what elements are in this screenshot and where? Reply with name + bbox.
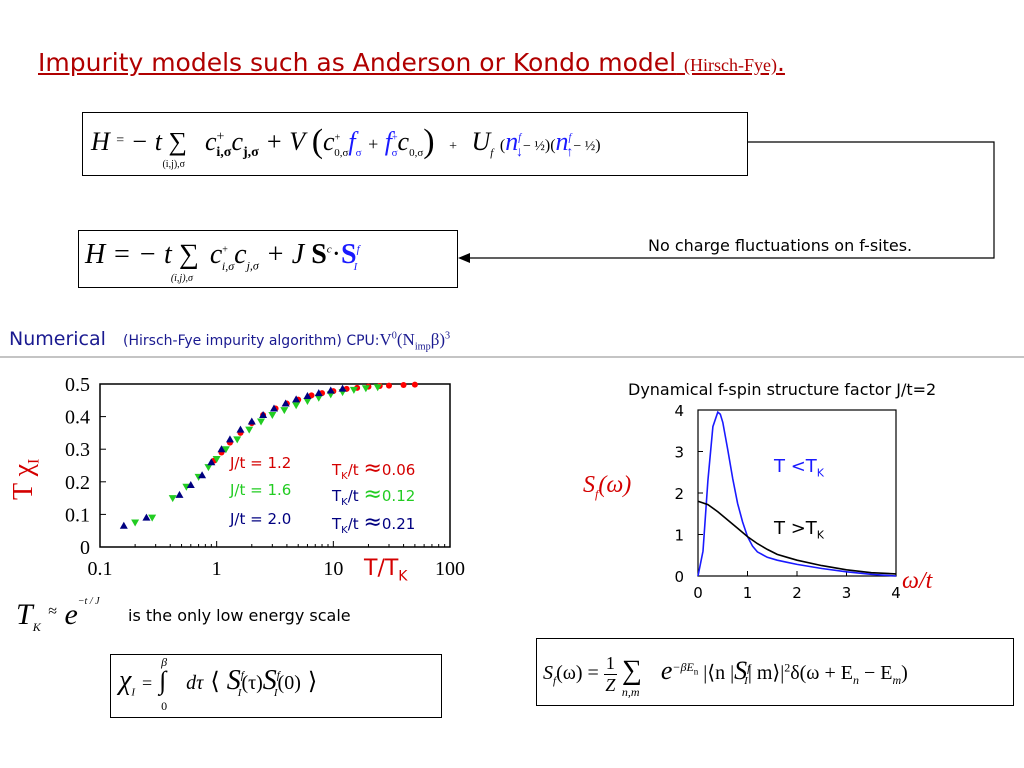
data-point <box>247 417 256 425</box>
cpu-scaling: V0(Nimpβ)3 <box>379 330 451 353</box>
title-small: (Hirsch-Fye) <box>684 55 778 75</box>
data-point <box>349 386 358 394</box>
y-tick-label: 2 <box>674 485 684 503</box>
legend-tk-3: TK/t ≈0.21 <box>332 510 416 536</box>
data-point <box>326 386 335 394</box>
data-point <box>119 521 128 529</box>
y-tick-label: 1 <box>674 527 684 545</box>
anderson-equation-box: H = − t ∑ (i,j),σ c+i,σcj,σ + V (c+0,σfσ… <box>82 112 748 176</box>
data-point <box>292 402 301 410</box>
no-charge-note: No charge fluctuations on f-sites. <box>648 236 913 255</box>
left-chart-xlabel: T/TK <box>364 556 408 585</box>
title-main: Impurity models such as Anderson or Kond… <box>38 48 677 77</box>
data-point <box>314 394 323 402</box>
data-point <box>175 490 184 498</box>
data-point <box>259 410 268 418</box>
legend-tk-2: TK/t ≈0.12 <box>332 482 416 508</box>
right-chart-xlabel: ω/t <box>902 568 933 594</box>
y-tick-label: 0.3 <box>65 439 90 461</box>
y-tick-label: 0.4 <box>65 407 90 429</box>
y-tick-label: 0.5 <box>65 374 90 396</box>
chi-equation-box: χI = β ∫ 0 dτ ⟨ SfI(τ)SfI(0) ⟩ <box>110 654 442 718</box>
series-line <box>697 500 897 575</box>
numerical-line: Numerical (Hirsch-Fye impurity algorithm… <box>9 328 450 352</box>
data-point <box>212 455 221 463</box>
y-tick-label: 0 <box>80 537 90 559</box>
chi-equation: χI = β ∫ 0 dτ ⟨ SfI(τ)SfI(0) ⟩ <box>119 655 318 713</box>
left-chart-frame <box>99 383 451 548</box>
legend-tk-1: TK/t ≈0.06 <box>332 456 416 482</box>
low-energy-note: is the only low energy scale <box>128 606 351 625</box>
y-tick-label: 3 <box>674 444 684 462</box>
data-point <box>280 407 289 415</box>
data-point <box>168 495 177 503</box>
data-point <box>204 464 213 472</box>
x-tick-label: 0 <box>693 584 703 602</box>
data-point <box>221 446 230 454</box>
data-point <box>281 399 290 407</box>
y-tick-label: 0 <box>674 568 684 586</box>
y-tick-label: 0.2 <box>65 472 90 494</box>
data-point <box>233 436 242 444</box>
data-point <box>217 445 226 453</box>
x-tick-label: 1 <box>212 558 222 580</box>
data-point <box>338 384 347 392</box>
x-tick-label: 4 <box>891 584 901 602</box>
legend-row-2: J/t = 1.6 <box>230 481 292 499</box>
sf-equation-box: Sf(ω) = 1 Z ∑ n,m e−βEn |⟨n |SfI| m⟩|2δ(… <box>536 638 1014 706</box>
anderson-equation: H = − t ∑ (i,j),σ c+i,σcj,σ + V (c+0,σfσ… <box>91 123 601 170</box>
data-point <box>411 381 418 388</box>
data-point <box>303 397 312 405</box>
structure-factor-chart: 0 1 2 3 4 0 1 2 3 4 <box>674 402 901 602</box>
kondo-equation: H = − t ∑ (i,j),σ c+i,σcj,σ + J Sc·SfI <box>85 239 360 284</box>
data-point <box>257 418 266 426</box>
data-point <box>245 426 254 434</box>
numerical-label: Numerical <box>9 328 106 350</box>
data-point <box>361 385 370 393</box>
data-point <box>400 381 407 388</box>
data-point <box>198 471 207 479</box>
right-chart-frame <box>697 409 897 577</box>
data-point <box>303 392 312 400</box>
right-chart-ylabel: Sf(ω) <box>583 472 632 501</box>
sf-equation: Sf(ω) = 1 Z ∑ n,m e−βEn |⟨n |SfI| m⟩|2δ(… <box>543 653 908 700</box>
data-point <box>385 382 392 389</box>
page-title: Impurity models such as Anderson or Kond… <box>38 48 785 77</box>
data-point <box>292 395 301 403</box>
x-tick-label: 0.1 <box>88 558 113 580</box>
data-point <box>268 411 277 419</box>
y-tick-label: 0.1 <box>65 504 90 526</box>
x-tick-label: 2 <box>792 584 802 602</box>
data-point <box>236 425 245 433</box>
data-point <box>314 389 323 397</box>
series-line <box>697 410 897 577</box>
data-point <box>225 435 234 443</box>
data-point <box>142 513 151 521</box>
x-tick-label: 10 <box>323 558 343 580</box>
data-point <box>148 514 157 522</box>
data-point <box>186 481 195 489</box>
legend-row-1: J/t = 1.2 <box>230 454 292 472</box>
data-point <box>373 384 382 392</box>
tk-relation: TK ≈ e−t / J <box>16 596 100 634</box>
data-point <box>207 458 216 466</box>
x-tick-label: 3 <box>842 584 852 602</box>
title-dot: . <box>777 48 785 77</box>
x-tick-label: 100 <box>435 558 465 580</box>
kondo-equation-box: H = − t ∑ (i,j),σ c+i,σcj,σ + J Sc·SfI <box>78 230 458 288</box>
right-chart-title: Dynamical f-spin structure factor J/t=2 <box>628 380 937 399</box>
data-point <box>131 519 140 527</box>
x-tick-label: 1 <box>743 584 753 602</box>
data-point <box>269 404 278 412</box>
numerical-detail: (Hirsch-Fye impurity algorithm) CPU: <box>123 333 380 349</box>
series-low-label: T <TK <box>774 456 825 480</box>
y-tick-label: 4 <box>674 402 684 420</box>
series-high-label: T >TK <box>774 518 825 542</box>
left-chart-ylabel: T χI <box>8 458 43 500</box>
legend-row-3: J/t = 2.0 <box>230 510 292 528</box>
